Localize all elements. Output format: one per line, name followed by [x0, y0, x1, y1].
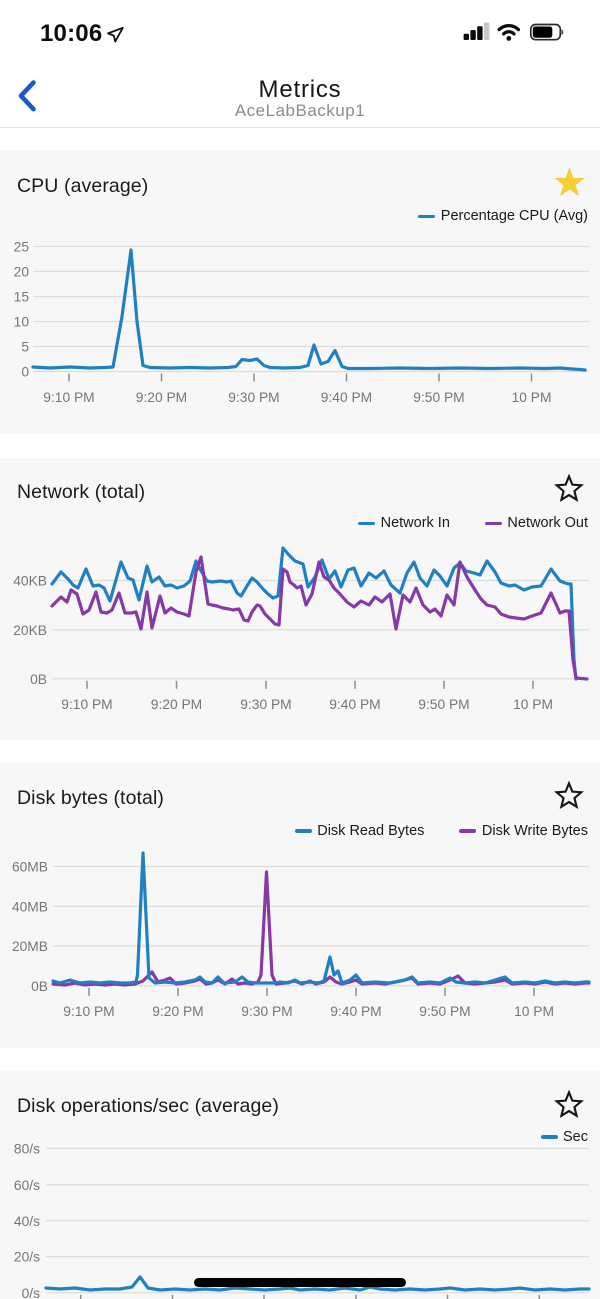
svg-text:0: 0 [21, 365, 29, 380]
svg-text:40/s: 40/s [14, 1214, 40, 1229]
svg-text:9:20 PM: 9:20 PM [136, 390, 187, 405]
svg-text:0B: 0B [31, 979, 48, 994]
svg-text:25: 25 [14, 240, 30, 255]
svg-text:20/s: 20/s [14, 1250, 40, 1265]
svg-text:0B: 0B [30, 672, 47, 687]
svg-text:20KB: 20KB [13, 623, 47, 638]
svg-text:5: 5 [21, 340, 29, 355]
svg-text:9:50 PM: 9:50 PM [419, 1004, 470, 1019]
svg-text:9:40 PM: 9:40 PM [329, 697, 380, 712]
svg-text:60MB: 60MB [12, 860, 48, 875]
svg-text:60/s: 60/s [14, 1178, 40, 1193]
svg-text:9:30 PM: 9:30 PM [240, 697, 291, 712]
svg-text:9:10 PM: 9:10 PM [63, 1004, 114, 1019]
svg-text:9:10 PM: 9:10 PM [61, 697, 112, 712]
svg-text:9:20 PM: 9:20 PM [151, 697, 202, 712]
svg-text:10: 10 [14, 315, 30, 330]
svg-text:20: 20 [14, 265, 30, 280]
svg-text:0/s: 0/s [22, 1286, 41, 1299]
svg-text:9:20 PM: 9:20 PM [152, 1004, 203, 1019]
svg-text:10 PM: 10 PM [514, 1004, 554, 1019]
svg-text:40KB: 40KB [13, 574, 47, 589]
svg-text:9:50 PM: 9:50 PM [418, 697, 469, 712]
svg-text:20MB: 20MB [12, 939, 48, 954]
svg-text:10 PM: 10 PM [512, 390, 552, 405]
svg-text:15: 15 [14, 290, 30, 305]
svg-text:40MB: 40MB [12, 899, 48, 914]
svg-text:9:30 PM: 9:30 PM [241, 1004, 292, 1019]
svg-text:10 PM: 10 PM [513, 697, 553, 712]
svg-text:9:10 PM: 9:10 PM [43, 390, 94, 405]
svg-text:9:40 PM: 9:40 PM [330, 1004, 381, 1019]
svg-text:9:30 PM: 9:30 PM [228, 390, 279, 405]
svg-text:9:50 PM: 9:50 PM [413, 390, 464, 405]
svg-text:9:40 PM: 9:40 PM [321, 390, 372, 405]
svg-text:80/s: 80/s [14, 1142, 40, 1157]
